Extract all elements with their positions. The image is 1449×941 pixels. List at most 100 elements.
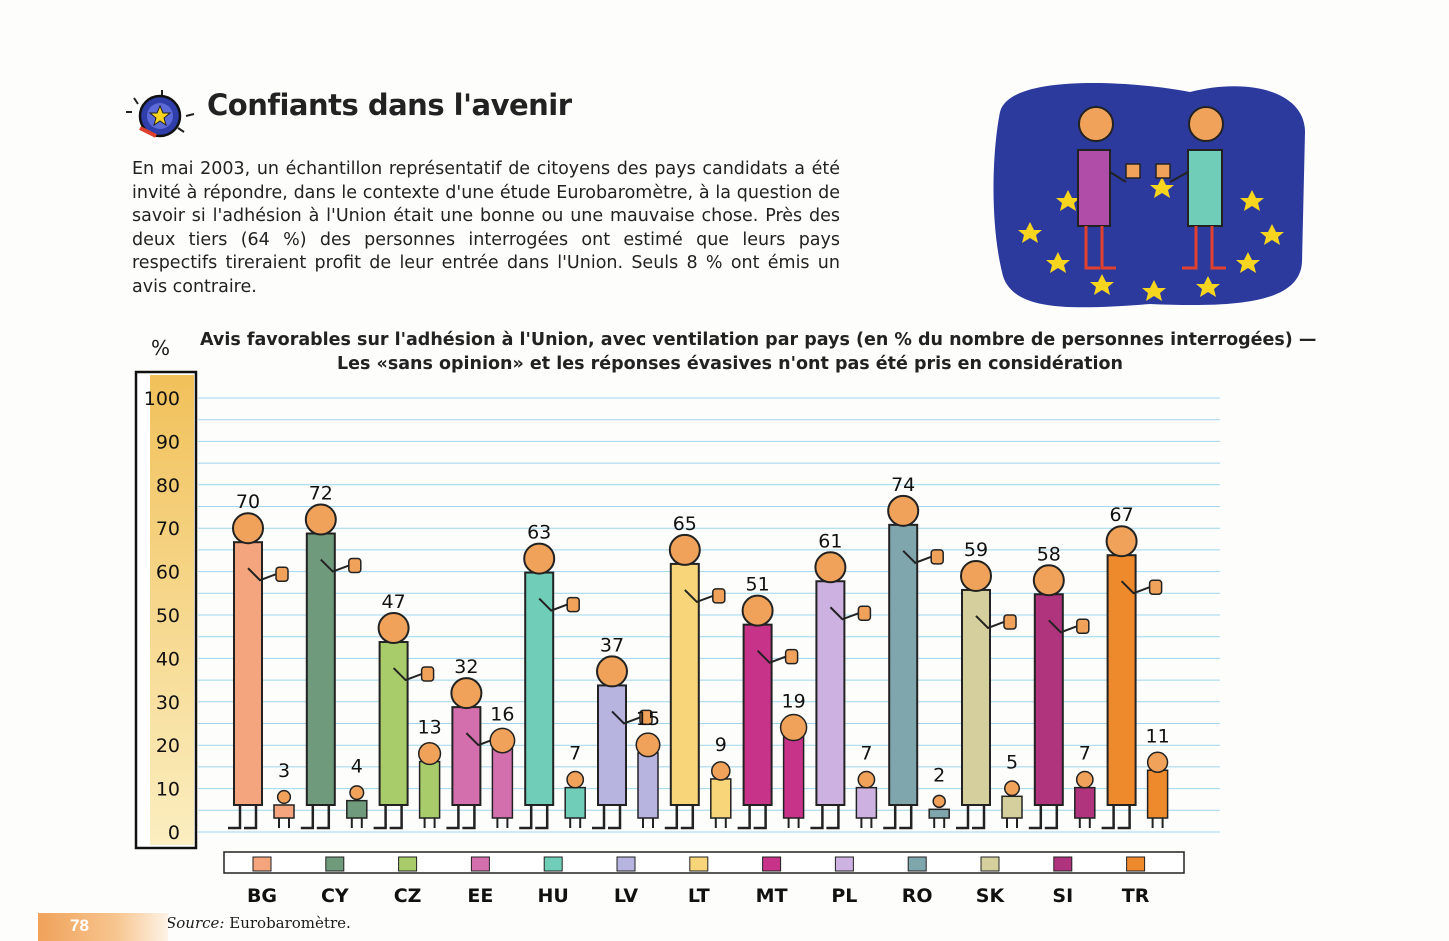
figure-arm xyxy=(1120,580,1150,595)
bar-favorable xyxy=(378,641,409,807)
intro-paragraph: En mai 2003, un échantillon représentati… xyxy=(132,159,840,297)
small-figure-legs xyxy=(350,818,363,828)
small-figure-legs xyxy=(569,818,582,828)
value-label-unfavorable: 4 xyxy=(351,756,363,778)
bar-favorable xyxy=(815,580,846,807)
figure-head xyxy=(377,612,410,645)
y-tick-label: 20 xyxy=(156,735,180,757)
figure-legs xyxy=(446,805,476,830)
figure-legs xyxy=(883,805,913,830)
value-label-unfavorable: 5 xyxy=(1006,751,1018,773)
bar-unfavorable xyxy=(1001,795,1023,819)
bar-favorable xyxy=(597,684,627,806)
small-figure-legs xyxy=(423,818,436,828)
value-label-unfavorable: 7 xyxy=(860,743,872,765)
figure-head xyxy=(960,559,992,592)
bar-unfavorable xyxy=(564,786,586,819)
figure-arm xyxy=(392,667,422,682)
figure-legs xyxy=(373,805,403,830)
value-label-unfavorable: 13 xyxy=(418,717,442,739)
thumbs-up-icon xyxy=(275,566,289,582)
figure-head xyxy=(1105,525,1138,558)
small-figure-head xyxy=(857,770,876,789)
chart-title-line-2: Les «sans opinion» et les réponses évasi… xyxy=(336,354,1124,374)
thumbs-up-icon xyxy=(348,557,362,574)
small-figure-head xyxy=(1075,770,1094,789)
value-label-unfavorable: 2 xyxy=(933,764,945,786)
value-label-favorable: 67 xyxy=(1110,504,1134,526)
bar-favorable xyxy=(1106,554,1137,806)
value-label-favorable: 61 xyxy=(818,530,842,552)
value-label-favorable: 37 xyxy=(600,634,624,656)
figure-head xyxy=(668,533,701,566)
thumbs-up-icon xyxy=(930,549,944,565)
bar-unfavorable xyxy=(928,808,950,819)
thumbs-up-icon xyxy=(784,648,799,665)
page-number-tab: 78 xyxy=(38,913,168,941)
bar-unfavorable xyxy=(1074,786,1096,819)
category-label: LT xyxy=(688,885,710,907)
bar-favorable xyxy=(451,706,482,806)
small-figure-head xyxy=(418,741,442,766)
small-figure-head xyxy=(1146,751,1169,773)
small-figure-head xyxy=(779,713,808,742)
small-figure-head xyxy=(566,770,585,789)
bar-unfavorable xyxy=(1146,769,1169,819)
y-tick-label: 80 xyxy=(156,475,180,497)
figure-head xyxy=(232,512,264,545)
small-figure-legs xyxy=(278,818,290,828)
category-label: BG xyxy=(247,885,277,907)
value-label-unfavorable: 15 xyxy=(636,708,660,730)
thumbs-up-icon xyxy=(712,588,726,604)
bar-unfavorable xyxy=(637,752,659,819)
legend-swatch xyxy=(398,856,418,872)
value-label-favorable: 72 xyxy=(309,483,333,505)
thumbs-up-icon xyxy=(1003,614,1017,630)
bars: 70 3 72 4 47 13 32 16 63 7 37 15 65 9 51 19 61 7 74 2 59 5 58 7… xyxy=(228,474,1170,830)
value-label-favorable: 63 xyxy=(527,522,551,544)
legend-swatch xyxy=(980,856,1000,872)
bar-unfavorable xyxy=(346,799,368,819)
thumbs-up-icon xyxy=(1076,618,1090,635)
figure-arm xyxy=(902,550,932,565)
figure-legs xyxy=(737,805,767,830)
y-tick-label: 30 xyxy=(156,692,180,714)
value-label-favorable: 47 xyxy=(382,591,406,613)
category-label: LV xyxy=(614,885,638,907)
figure-head xyxy=(450,677,483,710)
figure-arm xyxy=(975,615,1005,630)
y-tick-label: 10 xyxy=(156,779,180,801)
chart-title-line-1: Avis favorables sur l'adhésion à l'Union… xyxy=(200,330,1317,350)
figure-arm xyxy=(247,567,277,582)
eu-illustration xyxy=(990,72,1310,312)
figure-legs xyxy=(810,805,840,830)
legend-swatch xyxy=(1126,856,1146,872)
small-figure-legs xyxy=(787,818,800,828)
value-label-unfavorable: 11 xyxy=(1146,725,1170,747)
value-label-unfavorable: 19 xyxy=(782,691,806,713)
legend-swatch xyxy=(252,856,272,872)
category-label: CY xyxy=(321,885,349,907)
category-label: TR xyxy=(1122,885,1150,907)
star-globe-icon xyxy=(126,88,196,142)
y-tick-label: 40 xyxy=(156,648,180,670)
small-figure-head xyxy=(932,794,946,809)
y-axis-scale: 0 10 20 30 40 50 60 70 80 90 100 xyxy=(134,370,198,850)
bar-unfavorable xyxy=(855,786,878,819)
value-label-favorable: 65 xyxy=(673,513,697,535)
legend-swatch xyxy=(1053,856,1073,872)
bar-favorable xyxy=(669,562,700,807)
figure-legs xyxy=(1028,805,1059,830)
source-note: Source: Eurobaromètre. xyxy=(166,914,351,932)
legend-swatch xyxy=(616,856,636,872)
figure-arm xyxy=(538,597,568,612)
figure-arm xyxy=(756,649,786,664)
value-label-favorable: 74 xyxy=(891,474,915,496)
small-figure-head xyxy=(349,785,365,801)
figure-head xyxy=(814,551,847,584)
figure-head xyxy=(596,655,628,688)
bar-favorable xyxy=(961,588,991,806)
category-label: MT xyxy=(756,885,788,907)
thumbs-up-icon xyxy=(420,666,435,682)
figure-legs xyxy=(519,805,549,830)
